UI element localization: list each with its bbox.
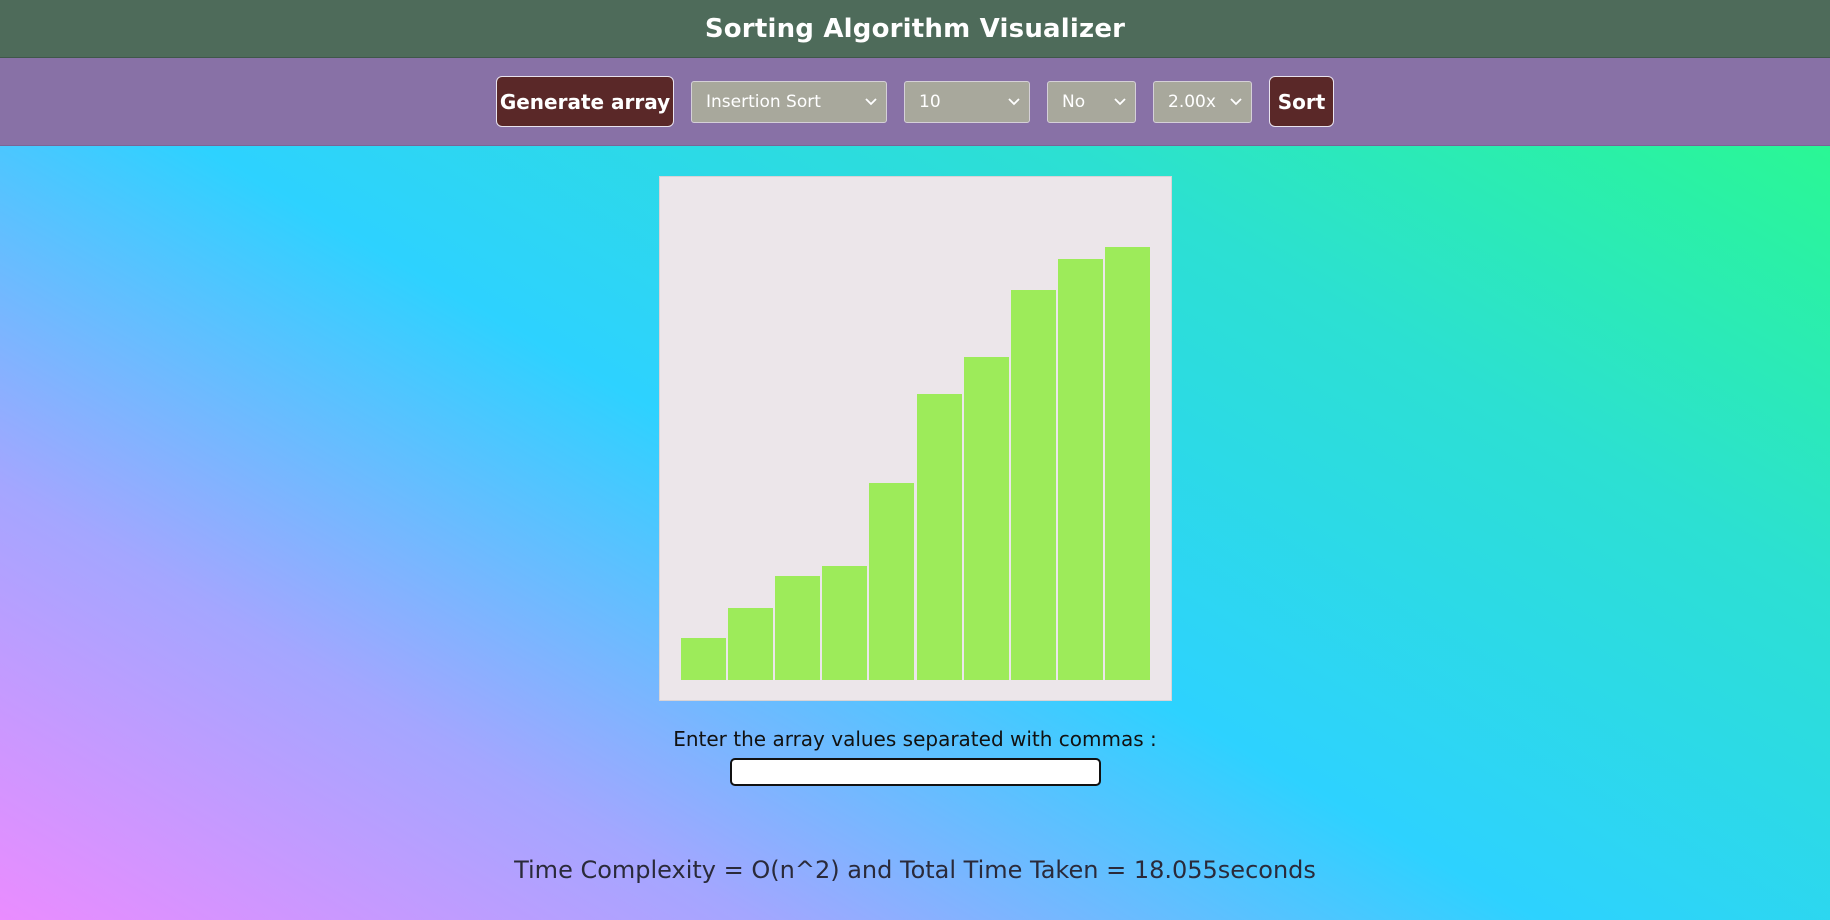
array-bar [963, 357, 1009, 680]
chevron-down-icon [1113, 95, 1127, 109]
option-select[interactable]: No [1047, 80, 1136, 123]
array-bar [869, 483, 915, 680]
array-bar [1010, 289, 1056, 680]
array-values-input[interactable] [730, 758, 1101, 786]
array-visualization-panel [659, 176, 1172, 701]
array-size-select-value: 10 [919, 91, 941, 112]
array-bar [916, 393, 962, 680]
array-bar [775, 576, 821, 680]
speed-select-value: 2.00x [1168, 91, 1216, 112]
chevron-down-icon [1007, 95, 1021, 109]
array-input-label: Enter the array values separated with co… [673, 727, 1157, 751]
array-bar [1057, 259, 1103, 680]
toolbar: Generate array Insertion Sort 10 No 2.00… [0, 58, 1830, 146]
bars-container [681, 177, 1152, 680]
algorithm-select-value: Insertion Sort [706, 91, 821, 112]
chevron-down-icon [1229, 95, 1243, 109]
option-select-value: No [1062, 91, 1086, 112]
array-size-select[interactable]: 10 [904, 80, 1030, 123]
app-header: Sorting Algorithm Visualizer [0, 0, 1830, 58]
speed-select[interactable]: 2.00x [1153, 80, 1252, 123]
time-complexity-text: Time Complexity = O(n^2) and Total Time … [514, 856, 1316, 884]
algorithm-select[interactable]: Insertion Sort [691, 80, 887, 123]
page-title: Sorting Algorithm Visualizer [704, 13, 1126, 44]
array-bar [1104, 246, 1150, 680]
array-bar [728, 607, 774, 680]
sort-button[interactable]: Sort [1269, 76, 1334, 127]
array-bar [681, 638, 727, 680]
generate-array-button[interactable]: Generate array [496, 76, 674, 127]
chevron-down-icon [864, 95, 878, 109]
array-bar [822, 566, 868, 680]
